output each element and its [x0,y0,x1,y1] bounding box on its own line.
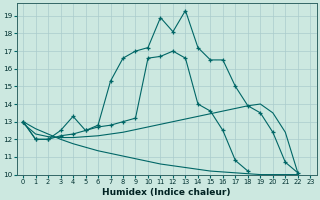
X-axis label: Humidex (Indice chaleur): Humidex (Indice chaleur) [102,188,231,197]
